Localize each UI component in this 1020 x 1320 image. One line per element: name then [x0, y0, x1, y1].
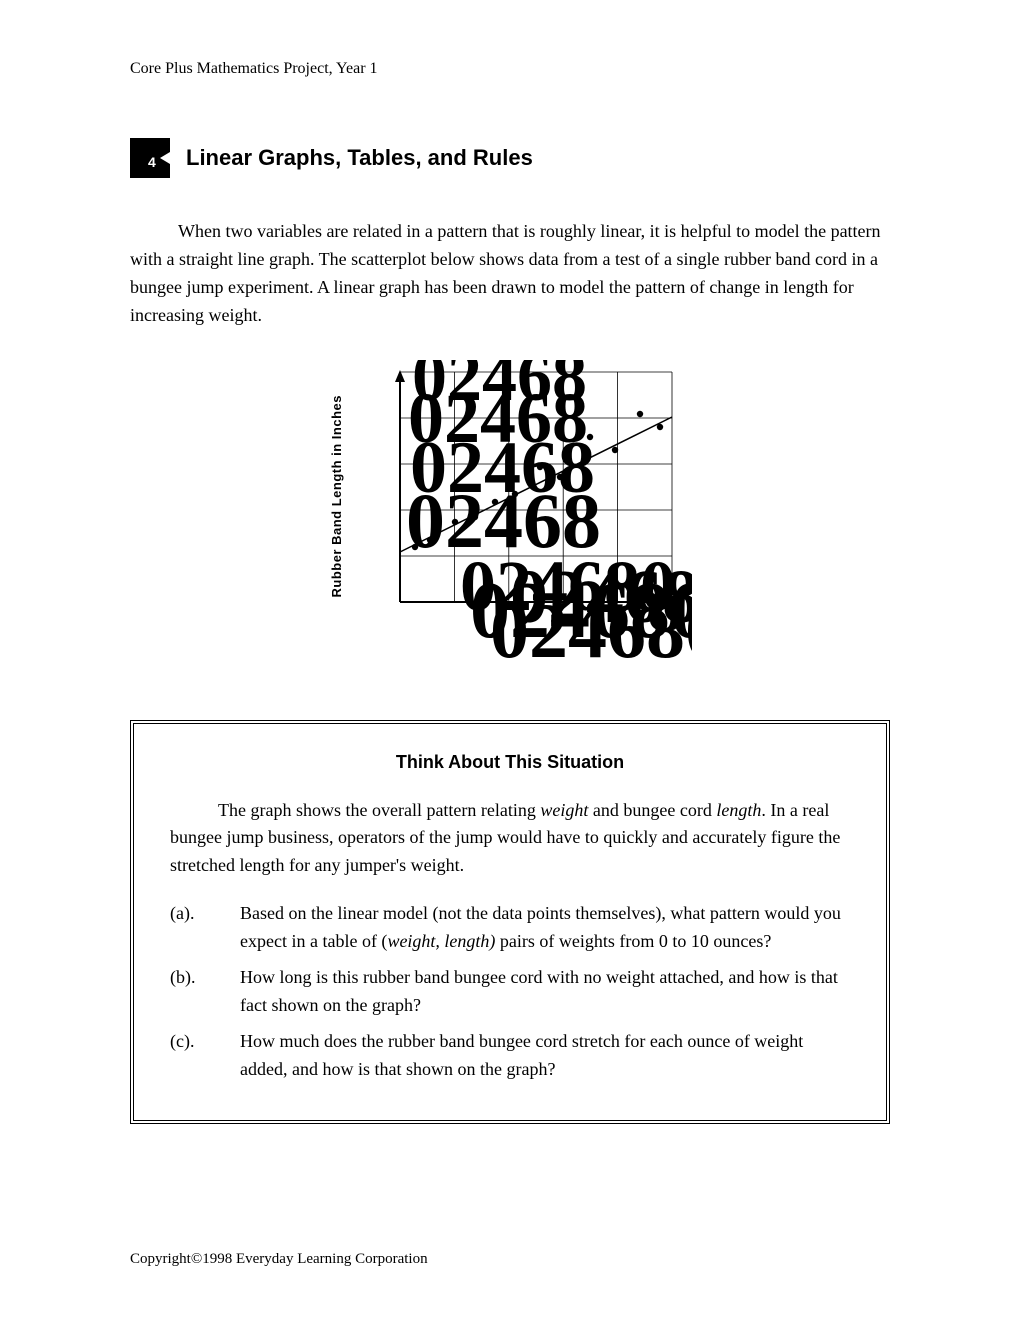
think-intro-ital1: weight: [540, 800, 588, 820]
y-axis-label: Rubber Band Length in Inches: [329, 395, 344, 598]
question-item: (b).How long is this rubber band bungee …: [170, 964, 850, 1020]
section-title: Linear Graphs, Tables, and Rules: [186, 145, 533, 171]
intro-paragraph: When two variables are related in a patt…: [130, 218, 890, 330]
question-label: (c).: [170, 1028, 240, 1084]
think-title: Think About This Situation: [170, 752, 850, 773]
think-intro-ital2: length: [716, 800, 761, 820]
scatter-chart: 0246802468024680246802468002468002468002…: [352, 360, 692, 670]
question-item: (c).How much does the rubber band bungee…: [170, 1028, 850, 1084]
chart-container: Rubber Band Length in Inches 02468024680…: [130, 360, 890, 670]
section-title-row: 4 Linear Graphs, Tables, and Rules: [130, 138, 890, 178]
page-header: Core Plus Mathematics Project, Year 1: [130, 60, 890, 78]
question-text: How long is this rubber band bungee cord…: [240, 964, 850, 1020]
think-intro-text: and bungee cord: [588, 800, 716, 820]
question-text: Based on the linear model (not the data …: [240, 900, 850, 956]
question-label: (a).: [170, 900, 240, 956]
think-intro-text: The graph shows the overall pattern rela…: [218, 800, 540, 820]
question-item: (a).Based on the linear model (not the d…: [170, 900, 850, 956]
think-intro: The graph shows the overall pattern rela…: [170, 797, 850, 881]
question-text: How much does the rubber band bungee cor…: [240, 1028, 850, 1084]
svg-text:024680: 024680: [460, 546, 676, 626]
question-list: (a).Based on the linear model (not the d…: [170, 900, 850, 1083]
think-box: Think About This Situation The graph sho…: [130, 720, 890, 1124]
section-number-icon: 4: [130, 138, 170, 178]
question-label: (b).: [170, 964, 240, 1020]
section-number: 4: [148, 154, 156, 170]
copyright-footer: Copyright©1998 Everyday Learning Corpora…: [130, 1251, 428, 1268]
